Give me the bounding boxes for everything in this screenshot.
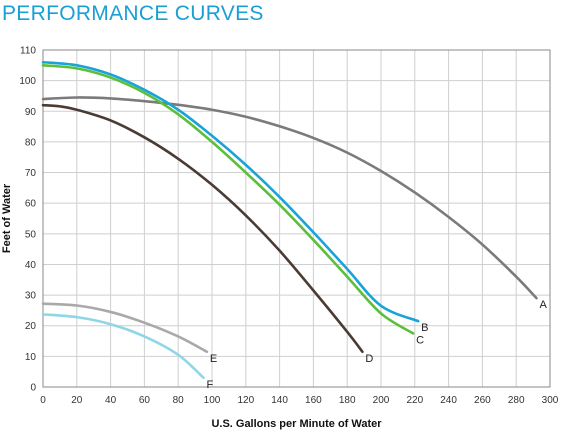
y-tick-label: 10 [25, 352, 37, 363]
x-tick-label: 160 [305, 395, 322, 406]
series-line-b [41, 60, 420, 323]
y-tick-label: 40 [25, 260, 37, 271]
y-tick-label: 20 [25, 321, 37, 332]
series-line-f [41, 313, 205, 380]
curve-labels: A BC D E F [207, 299, 548, 391]
x-tick-label: 120 [237, 395, 254, 406]
curve-label-d: D [365, 353, 373, 365]
x-tick-label: 40 [105, 395, 117, 406]
y-axis-label: Feet of Water [1, 183, 13, 253]
tick-labels: 0 20 40 60 80 100 120 140 160 180 200 220 240 260 280 3… [19, 46, 558, 407]
y-tick-label: 0 [30, 383, 36, 394]
x-tick-label: 220 [406, 395, 423, 406]
x-tick-label: 200 [373, 395, 390, 406]
curve-label-a: A [539, 299, 547, 311]
x-tick-label: 260 [474, 395, 491, 406]
x-tick-label: 180 [339, 395, 356, 406]
grid-lines [42, 49, 551, 388]
x-tick-label: 0 [40, 395, 46, 406]
plot-area-border [42, 49, 551, 388]
series-line-c [41, 64, 415, 335]
x-tick-label: 140 [271, 395, 288, 406]
x-tick-label: 280 [508, 395, 525, 406]
y-tick-label: 50 [25, 229, 37, 240]
curve-label-f: F [207, 379, 214, 391]
series-line-e [41, 302, 209, 354]
x-tick-label: 60 [139, 395, 151, 406]
x-tick-label: 100 [204, 395, 221, 406]
y-tick-label: 60 [25, 199, 37, 210]
y-tick-label: 110 [20, 46, 36, 57]
x-tick-label: 300 [542, 395, 559, 406]
x-tick-label: 20 [71, 395, 83, 406]
chart-title: PERFORMANCE CURVES [2, 2, 264, 25]
y-tick-label: 80 [25, 137, 37, 148]
curve-label-e: E [210, 353, 217, 365]
curve-label-c: C [416, 334, 424, 346]
x-axis-label: U.S. Gallons per Minute of Water [211, 418, 382, 430]
series-line-d [41, 103, 364, 354]
curve-label-b: B [421, 322, 428, 334]
x-tick-label: 240 [440, 395, 457, 406]
y-tick-label: 90 [25, 107, 37, 118]
series-lines [41, 60, 538, 380]
y-tick-label: 100 [19, 76, 36, 87]
series-line-a [41, 96, 538, 300]
x-tick-label: 80 [173, 395, 185, 406]
y-tick-label: 70 [25, 168, 37, 179]
y-tick-label: 30 [25, 291, 37, 302]
